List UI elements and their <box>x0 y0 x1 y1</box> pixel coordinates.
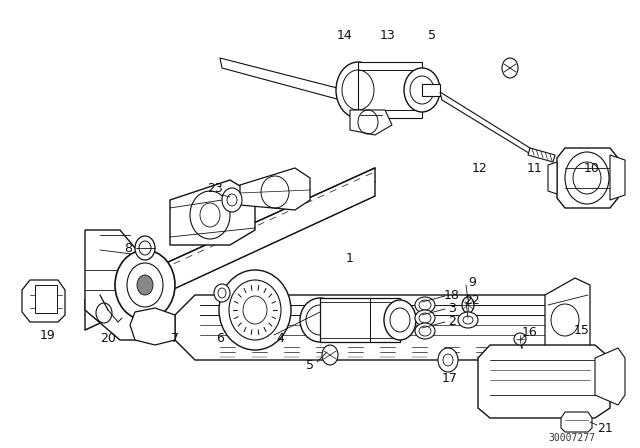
Text: 30007277: 30007277 <box>548 433 595 443</box>
Text: 5: 5 <box>428 29 436 42</box>
Text: 19: 19 <box>40 328 56 341</box>
Text: 8: 8 <box>124 241 132 254</box>
Text: 16: 16 <box>522 326 538 339</box>
Ellipse shape <box>137 275 153 295</box>
Ellipse shape <box>462 297 474 313</box>
Ellipse shape <box>336 62 380 118</box>
Text: 3: 3 <box>448 302 456 314</box>
Ellipse shape <box>415 310 435 326</box>
Polygon shape <box>557 148 618 208</box>
Ellipse shape <box>300 298 340 342</box>
Text: 9: 9 <box>468 276 476 289</box>
Polygon shape <box>478 345 610 418</box>
Polygon shape <box>561 412 592 432</box>
Ellipse shape <box>415 323 435 339</box>
Polygon shape <box>170 180 255 245</box>
Ellipse shape <box>322 345 338 365</box>
Ellipse shape <box>384 300 416 340</box>
Polygon shape <box>545 278 590 368</box>
Text: 6: 6 <box>216 332 224 345</box>
Polygon shape <box>528 148 555 162</box>
Polygon shape <box>240 168 310 210</box>
Polygon shape <box>85 230 145 340</box>
Text: 7: 7 <box>171 332 179 345</box>
Text: 2: 2 <box>448 314 456 327</box>
Polygon shape <box>595 348 625 405</box>
Polygon shape <box>548 162 557 194</box>
Ellipse shape <box>135 236 155 260</box>
Ellipse shape <box>219 270 291 350</box>
Polygon shape <box>85 168 375 330</box>
Polygon shape <box>610 155 625 200</box>
Polygon shape <box>22 280 65 322</box>
Ellipse shape <box>458 312 478 328</box>
Polygon shape <box>320 298 400 342</box>
Text: 17: 17 <box>442 371 458 384</box>
Text: 11: 11 <box>527 161 543 175</box>
Text: 4: 4 <box>276 332 284 345</box>
Polygon shape <box>358 62 422 118</box>
Text: 10: 10 <box>584 161 600 175</box>
Text: 23: 23 <box>207 181 223 194</box>
Ellipse shape <box>214 284 230 302</box>
Text: 20: 20 <box>100 332 116 345</box>
Text: 13: 13 <box>380 29 396 42</box>
Polygon shape <box>220 58 348 102</box>
Text: 5: 5 <box>306 358 314 371</box>
Ellipse shape <box>222 188 242 212</box>
Polygon shape <box>422 84 440 96</box>
Text: 22: 22 <box>464 293 480 306</box>
Text: 18: 18 <box>444 289 460 302</box>
Text: 14: 14 <box>337 29 353 42</box>
Text: 12: 12 <box>472 161 488 175</box>
Text: 21: 21 <box>597 422 613 435</box>
Text: 15: 15 <box>574 323 590 336</box>
Bar <box>35 285 57 313</box>
Polygon shape <box>130 308 175 345</box>
Ellipse shape <box>438 348 458 372</box>
Ellipse shape <box>415 297 435 313</box>
Ellipse shape <box>115 250 175 320</box>
Ellipse shape <box>514 333 526 345</box>
Polygon shape <box>175 295 565 360</box>
Ellipse shape <box>404 68 440 112</box>
Text: 1: 1 <box>346 251 354 264</box>
Ellipse shape <box>502 58 518 78</box>
Polygon shape <box>350 110 392 135</box>
Polygon shape <box>440 92 532 155</box>
